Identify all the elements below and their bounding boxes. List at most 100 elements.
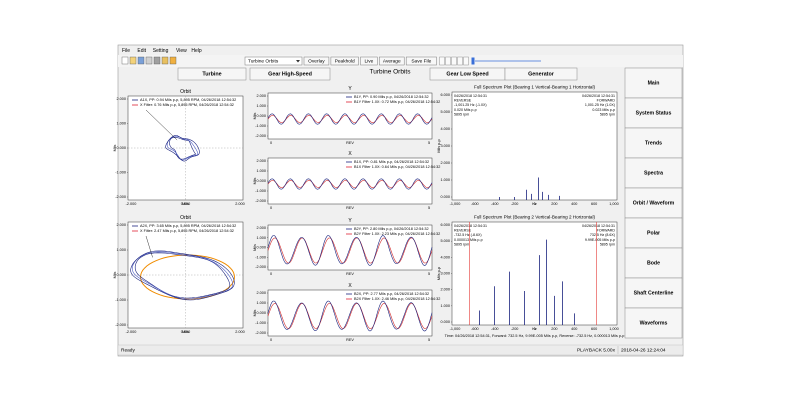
y-tick-label: 0.000	[256, 114, 266, 118]
y-tick-label: 5.000	[440, 110, 450, 114]
y-axis-label: Mils p-p	[437, 267, 441, 280]
toolbar-icon[interactable]	[145, 56, 153, 65]
toolbar-icon[interactable]	[153, 56, 161, 65]
toolbar-button-label: Average	[383, 59, 401, 65]
waveform-trace	[267, 113, 433, 125]
nav-button[interactable]	[624, 277, 683, 309]
legend-entry: B1Y, PP: 0.90 Mils p-p, 04/26/2018 12:54…	[354, 95, 429, 99]
nav-step-button[interactable]	[439, 56, 445, 66]
waveform-filtered	[267, 237, 433, 264]
plot-title: Full Spectrum Plot (Bearing 1 Vertical-B…	[474, 85, 595, 90]
cursor-readout: REVERSE	[454, 99, 472, 103]
y-tick-label: 1.000	[256, 236, 266, 240]
y-axis-label: Mils	[253, 310, 257, 317]
x-tick-label: 2.000	[235, 330, 245, 334]
legend-entry: X Filter: 0.76 Mils p-p, 5,895 RPM, 04/2…	[140, 103, 234, 107]
x-tick-label: 200	[551, 327, 557, 331]
y-tick-label: 1.000	[116, 122, 126, 126]
cursor-readout: -1,001.25 Hz (-1.0X)	[454, 103, 487, 107]
y-tick-label: 6.000	[440, 93, 450, 97]
y-tick-label: 2.000	[116, 97, 126, 101]
cursor-readout: 5895 rpm	[454, 112, 469, 116]
toolbar-button[interactable]	[360, 56, 378, 66]
y-tick-label: -2.000	[255, 199, 266, 203]
x-tick-label: 600	[591, 202, 597, 206]
toolbar-button[interactable]	[405, 56, 437, 66]
y-tick-label: 1.000	[256, 301, 266, 305]
waveform-filtered	[267, 180, 433, 188]
tab-label: Gear Low Speed	[446, 72, 488, 78]
nav-step-button[interactable]	[463, 56, 469, 66]
playback-slider-thumb[interactable]	[471, 57, 475, 65]
x-tick-label: 5	[428, 272, 430, 276]
plot-area	[267, 92, 433, 140]
tab[interactable]	[249, 67, 331, 81]
cursor-readout: -732.5 Hz (-8.6X)	[454, 233, 482, 237]
x-tick-label: 5	[428, 338, 430, 342]
plot-title: Orbit	[180, 215, 191, 221]
nav-step-button[interactable]	[445, 56, 451, 66]
orbit-trace	[165, 135, 200, 162]
nav-button[interactable]	[624, 217, 683, 249]
x-tick-label: 0	[270, 141, 272, 145]
x-tick-label: -2.000	[126, 202, 137, 206]
toolbar-icon[interactable]	[137, 56, 145, 65]
legend-entry: B2X, PP: 2.77 Mils p-p, 04/26/2018 12:54…	[354, 292, 429, 296]
toolbar-icon[interactable]	[161, 56, 169, 65]
toolbar-button-label: Peakhold	[335, 59, 355, 65]
x-axis-label: Mils	[182, 202, 189, 206]
toolbar-button[interactable]	[379, 56, 405, 66]
legend-entry: B1X Filter 1.0X: 0.64 Mils p-p, 04/26/20…	[354, 165, 440, 169]
nav-button[interactable]	[624, 67, 683, 99]
nav-step-button[interactable]	[457, 56, 463, 66]
orbit-trace	[132, 251, 233, 300]
cursor-readout: 1,001.25 Hz (1.0X)	[585, 103, 615, 107]
nav-button[interactable]	[624, 247, 683, 279]
cursor-readout: 5895 rpm	[454, 242, 469, 246]
cursor-readout: 5895 rpm	[600, 242, 615, 246]
dropdown[interactable]	[244, 56, 303, 66]
y-tick-label: 2.000	[256, 159, 266, 163]
y-tick-label: 1.000	[440, 178, 450, 182]
nav-button[interactable]	[624, 187, 683, 219]
cursor-readout: 0.020 Mils p-p	[454, 108, 477, 112]
toolbar-icon[interactable]	[121, 56, 129, 65]
toolbar-icon[interactable]	[169, 56, 177, 65]
legend-entry: B2Y, PP: 2.80 Mils p-p, 04/26/2018 12:54…	[354, 227, 429, 231]
toolbar-button[interactable]	[330, 56, 359, 66]
nav-step-button[interactable]	[451, 56, 457, 66]
x-tick-label: 0	[533, 327, 535, 331]
y-tick-label: 2.000	[256, 291, 266, 295]
y-tick-label: 2.000	[256, 226, 266, 230]
x-tick-label: -1,000	[450, 327, 461, 331]
cursor-readout: 0.023 Mils p-p	[592, 108, 615, 112]
y-tick-label: 2.000	[116, 223, 126, 227]
view-title: Turbine Orbits	[370, 69, 412, 76]
cursor-readout: 04/26/2018 12:54:31	[454, 224, 487, 228]
y-tick-label: -2.000	[115, 323, 126, 327]
nav-button-label: Bode	[647, 261, 660, 267]
nav-button-label: Main	[648, 81, 660, 87]
y-tick-label: -1.000	[115, 171, 126, 175]
toolbar-icon[interactable]	[129, 56, 137, 65]
legend-entry: B1X, PP: 0.81 Mils p-p, 04/26/2018 12:54…	[354, 160, 429, 164]
nav-button[interactable]	[624, 157, 683, 189]
toolbar-button-label: Live	[364, 59, 373, 65]
tab[interactable]	[504, 67, 578, 81]
x-tick-label: 1,000	[609, 327, 619, 331]
toolbar-button[interactable]	[303, 56, 330, 66]
y-axis-label: Mils	[253, 113, 257, 120]
tab[interactable]	[177, 67, 247, 81]
tab-label: Turbine	[202, 72, 221, 78]
x-tick-label: 5	[428, 206, 430, 210]
nav-button[interactable]	[624, 307, 683, 339]
nav-button[interactable]	[624, 97, 683, 129]
plot-title: Orbit	[180, 89, 191, 95]
nav-button[interactable]	[624, 127, 683, 159]
y-tick-label: -1.000	[255, 255, 266, 259]
y-tick-label: 3.000	[440, 272, 450, 276]
x-tick-label: -400	[491, 202, 499, 206]
x-tick-label: -1,000	[450, 202, 461, 206]
y-tick-label: 0.000	[440, 195, 450, 199]
